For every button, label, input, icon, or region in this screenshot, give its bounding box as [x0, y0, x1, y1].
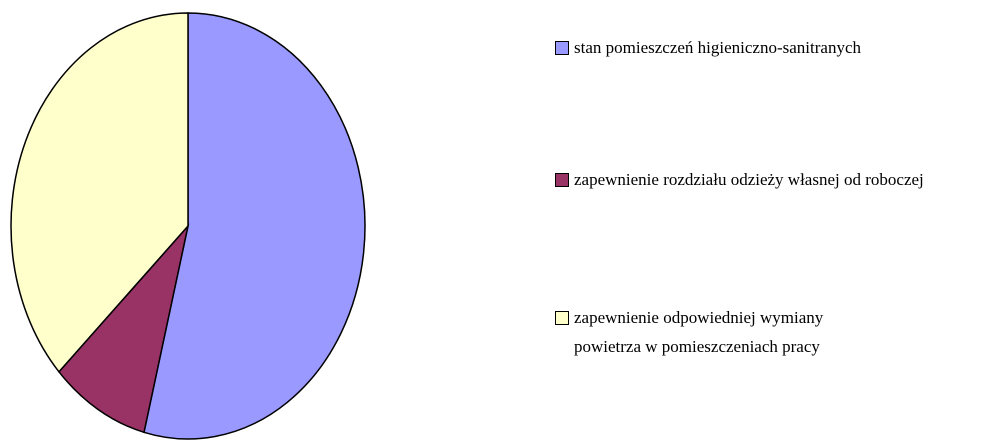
legend-label: stan pomieszczeń higieniczno-sanitranych: [574, 38, 861, 57]
pie-slice: [143, 12, 366, 440]
legend-swatch: [555, 173, 569, 187]
pie-slice: [57, 223, 190, 434]
legend-item: zapewnienie rozdziału odzieży własnej od…: [555, 165, 985, 194]
legend: stan pomieszczeń higieniczno-sanitranych…: [555, 0, 985, 441]
legend-label: zapewnienie rozdziału odzieży własnej od…: [574, 170, 924, 189]
legend-item: stan pomieszczeń higieniczno-sanitranych: [555, 33, 985, 62]
legend-label: zapewnienie odpowiedniej wymiany powietr…: [574, 308, 824, 356]
legend-item: zapewnienie odpowiedniej wymiany powietr…: [555, 303, 985, 361]
pie-slice: [10, 12, 189, 373]
legend-swatch: [555, 41, 569, 55]
pie-area: [10, 12, 366, 440]
legend-swatch: [555, 311, 569, 325]
